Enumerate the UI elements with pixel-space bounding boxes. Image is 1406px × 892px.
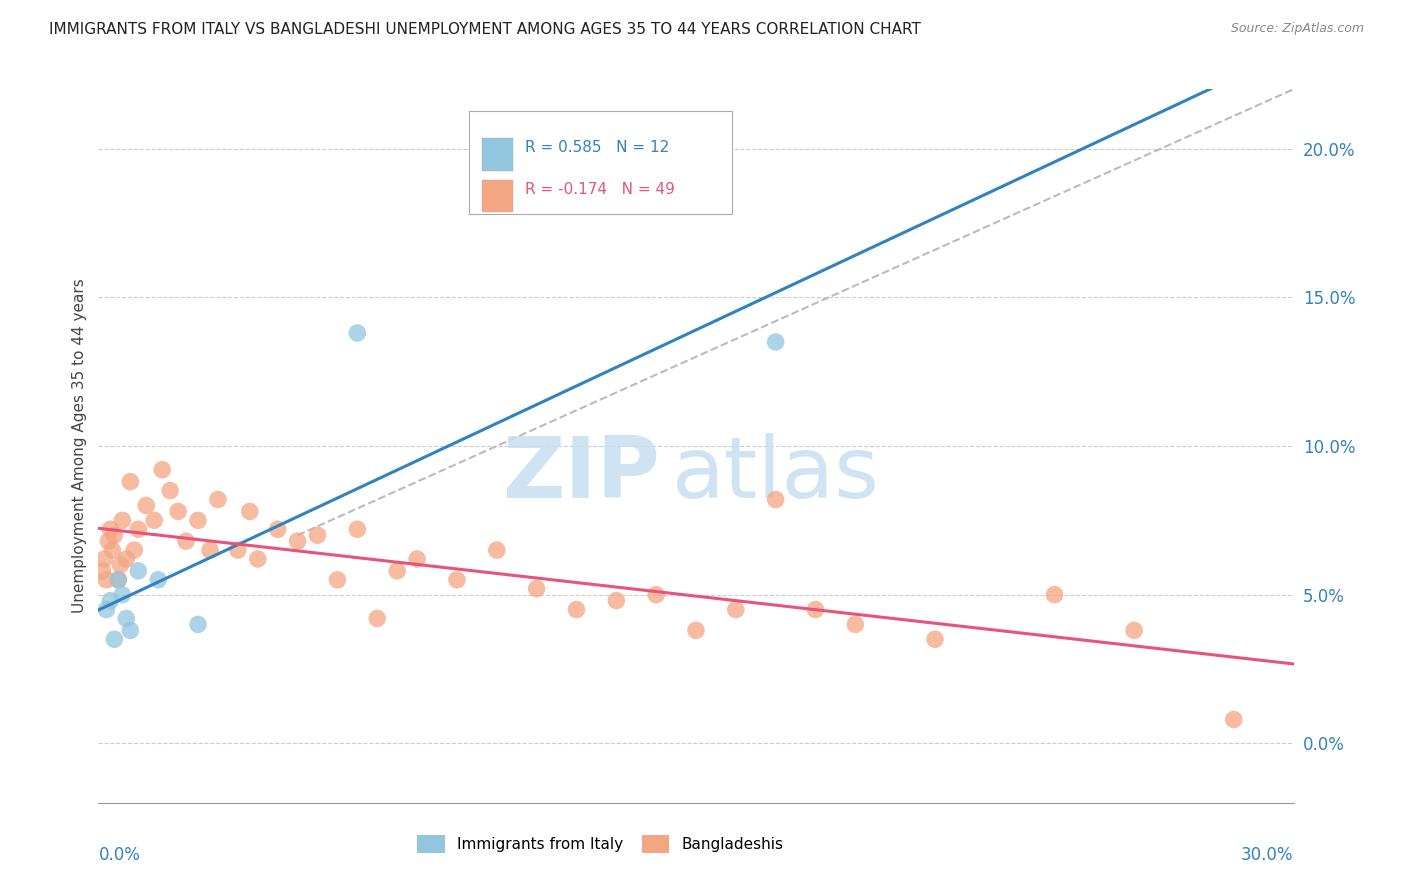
Point bbox=[287, 534, 309, 549]
Point bbox=[148, 573, 170, 587]
Point bbox=[135, 499, 157, 513]
Point bbox=[111, 513, 134, 527]
FancyBboxPatch shape bbox=[470, 111, 733, 214]
Text: IMMIGRANTS FROM ITALY VS BANGLADESHI UNEMPLOYMENT AMONG AGES 35 TO 44 YEARS CORR: IMMIGRANTS FROM ITALY VS BANGLADESHI UNE… bbox=[49, 22, 921, 37]
Point bbox=[526, 582, 548, 596]
Y-axis label: Unemployment Among Ages 35 to 44 years: Unemployment Among Ages 35 to 44 years bbox=[72, 278, 87, 614]
Point bbox=[226, 543, 249, 558]
Text: ZIP: ZIP bbox=[502, 433, 661, 516]
Point bbox=[645, 588, 668, 602]
FancyBboxPatch shape bbox=[482, 138, 513, 171]
Point bbox=[765, 492, 787, 507]
Point bbox=[267, 522, 290, 536]
Point bbox=[207, 492, 229, 507]
Point bbox=[366, 611, 388, 625]
Point bbox=[143, 513, 166, 527]
Point bbox=[96, 573, 118, 587]
Point bbox=[1223, 713, 1246, 727]
Point bbox=[115, 552, 138, 566]
Point bbox=[101, 543, 124, 558]
Point bbox=[605, 593, 627, 607]
Point bbox=[924, 632, 946, 647]
Point bbox=[385, 564, 409, 578]
Point bbox=[110, 558, 132, 572]
Point bbox=[127, 564, 149, 578]
Point bbox=[96, 602, 118, 616]
Text: Source: ZipAtlas.com: Source: ZipAtlas.com bbox=[1230, 22, 1364, 36]
Point bbox=[91, 564, 114, 578]
Text: 30.0%: 30.0% bbox=[1241, 846, 1294, 863]
Text: R = 0.585   N = 12: R = 0.585 N = 12 bbox=[524, 140, 669, 155]
Point bbox=[103, 632, 125, 647]
Point bbox=[565, 602, 588, 616]
Point bbox=[98, 593, 122, 607]
Point bbox=[187, 513, 209, 527]
Point bbox=[844, 617, 866, 632]
Text: 0.0%: 0.0% bbox=[98, 846, 141, 863]
Point bbox=[103, 528, 125, 542]
Point bbox=[246, 552, 269, 566]
Point bbox=[198, 543, 221, 558]
Point bbox=[127, 522, 149, 536]
Point bbox=[111, 588, 134, 602]
Point bbox=[724, 602, 747, 616]
Point bbox=[107, 573, 129, 587]
Point bbox=[97, 534, 120, 549]
Point bbox=[239, 504, 262, 518]
Point bbox=[98, 522, 122, 536]
Point bbox=[346, 522, 368, 536]
Point bbox=[685, 624, 707, 638]
Point bbox=[485, 543, 508, 558]
Point bbox=[346, 326, 368, 340]
FancyBboxPatch shape bbox=[482, 179, 513, 212]
Point bbox=[446, 573, 468, 587]
Point bbox=[150, 463, 173, 477]
Point bbox=[1123, 624, 1146, 638]
Point bbox=[804, 602, 827, 616]
Point bbox=[93, 552, 115, 566]
Text: R = -0.174   N = 49: R = -0.174 N = 49 bbox=[524, 182, 675, 197]
Point bbox=[765, 334, 787, 349]
Point bbox=[307, 528, 329, 542]
Point bbox=[159, 483, 181, 498]
Point bbox=[107, 573, 129, 587]
Point bbox=[326, 573, 349, 587]
Point bbox=[167, 504, 190, 518]
Point bbox=[406, 552, 429, 566]
Point bbox=[1043, 588, 1066, 602]
Point bbox=[120, 475, 142, 489]
Point bbox=[124, 543, 146, 558]
Legend: Immigrants from Italy, Bangladeshis: Immigrants from Italy, Bangladeshis bbox=[412, 829, 789, 859]
Point bbox=[115, 611, 138, 625]
Point bbox=[174, 534, 197, 549]
Text: atlas: atlas bbox=[672, 433, 880, 516]
Point bbox=[120, 624, 142, 638]
Point bbox=[187, 617, 209, 632]
